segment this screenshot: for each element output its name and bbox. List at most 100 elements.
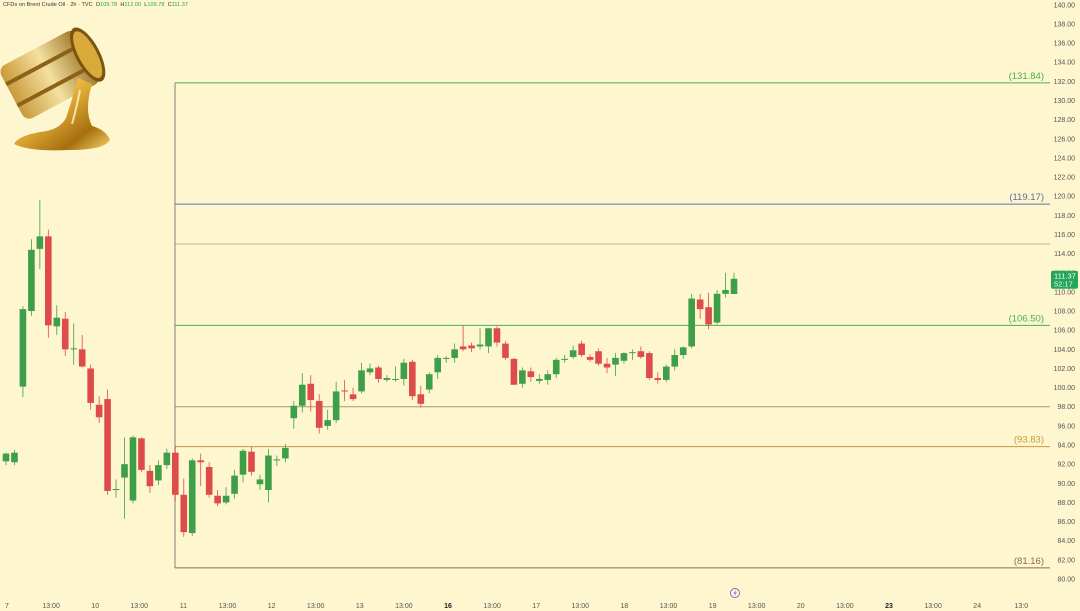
candle-body[interactable] xyxy=(595,351,602,364)
candle-body[interactable] xyxy=(468,345,475,349)
price-tick-label: 114.00 xyxy=(1054,251,1075,258)
candle-body[interactable] xyxy=(214,495,221,504)
candle-body[interactable] xyxy=(620,353,628,361)
candle-body[interactable] xyxy=(722,289,729,294)
candle-body[interactable] xyxy=(163,452,171,466)
candle-body[interactable] xyxy=(290,405,298,419)
candle-body[interactable] xyxy=(561,358,568,360)
candle-body[interactable] xyxy=(19,309,27,387)
price-tick-label: 126.00 xyxy=(1054,136,1076,143)
candle-body[interactable] xyxy=(705,307,712,325)
candle-body[interactable] xyxy=(425,374,433,390)
time-tick-label: 13:00 xyxy=(307,603,325,610)
time-axis[interactable]: 7 13:00 10 13:00 11 13:00 12 13:00 13 13:00 16 13:0… xyxy=(5,603,1028,610)
candle-body[interactable] xyxy=(231,475,238,494)
candle-body[interactable] xyxy=(730,278,738,294)
candle-body[interactable] xyxy=(536,378,543,381)
candle-body[interactable] xyxy=(671,355,679,367)
candle-body[interactable] xyxy=(172,452,179,495)
candle-body[interactable] xyxy=(409,361,416,397)
candle-body[interactable] xyxy=(349,394,357,400)
candle-body[interactable] xyxy=(265,455,272,490)
candle-body[interactable] xyxy=(239,450,247,475)
candle-body[interactable] xyxy=(129,437,137,501)
candle-body[interactable] xyxy=(603,363,611,368)
candle-body[interactable] xyxy=(442,357,450,359)
time-tick-label: 11 xyxy=(180,603,187,610)
candle-body[interactable] xyxy=(341,390,348,392)
candle-body[interactable] xyxy=(434,357,442,373)
candle-body[interactable] xyxy=(324,420,331,426)
candle-body[interactable] xyxy=(696,299,704,310)
candle-body[interactable] xyxy=(188,460,196,534)
candle-body[interactable] xyxy=(586,356,594,360)
candle-body[interactable] xyxy=(273,459,281,461)
candle-body[interactable] xyxy=(366,368,374,373)
candle-body[interactable] xyxy=(552,359,560,375)
candle-body[interactable] xyxy=(70,348,78,350)
candle-body[interactable] xyxy=(180,494,188,533)
candle-body[interactable] xyxy=(315,400,323,428)
candle-body[interactable] xyxy=(502,343,509,358)
candle-body[interactable] xyxy=(646,353,653,379)
time-tick-label: 13 xyxy=(356,603,364,610)
candle-body[interactable] xyxy=(87,368,94,403)
candle-body[interactable] xyxy=(298,384,306,406)
candle-body[interactable] xyxy=(307,383,315,401)
candle-body[interactable] xyxy=(222,495,230,503)
candle-body[interactable] xyxy=(519,370,526,384)
candle-body[interactable] xyxy=(2,453,10,462)
candle-body[interactable] xyxy=(197,460,204,463)
candle-body[interactable] xyxy=(476,344,484,347)
candle-body[interactable] xyxy=(11,452,18,463)
candle-body[interactable] xyxy=(256,479,264,485)
candle-body[interactable] xyxy=(383,378,391,380)
candle-body[interactable] xyxy=(662,366,670,380)
candle-body[interactable] xyxy=(95,404,103,418)
price-tick-label: 124.00 xyxy=(1054,155,1076,162)
open-label: O xyxy=(95,2,101,8)
candle-body[interactable] xyxy=(205,467,213,495)
candle-body[interactable] xyxy=(332,391,340,421)
candle-body[interactable] xyxy=(569,350,577,357)
candle-body[interactable] xyxy=(688,298,695,347)
candle-body[interactable] xyxy=(637,351,645,357)
candle-body[interactable] xyxy=(510,358,518,385)
candle-body[interactable] xyxy=(78,349,86,367)
lightning-icon[interactable] xyxy=(730,588,740,598)
candle-body[interactable] xyxy=(459,346,467,350)
candle-body[interactable] xyxy=(544,374,552,380)
candle-body[interactable] xyxy=(612,357,619,365)
candle-body[interactable] xyxy=(679,347,687,356)
candle-body[interactable] xyxy=(400,362,408,379)
candle-body[interactable] xyxy=(654,378,662,380)
candle-body[interactable] xyxy=(485,328,492,347)
candle-body[interactable] xyxy=(121,464,128,478)
candle-body[interactable] xyxy=(28,249,35,312)
candle-body[interactable] xyxy=(104,399,111,491)
candle-body[interactable] xyxy=(53,317,61,327)
candle-body[interactable] xyxy=(138,438,145,470)
price-axis[interactable]: 80.00 82.00 84.00 86.00 88.00 90.00 92.00 94.00… xyxy=(1054,2,1076,583)
candle-body[interactable] xyxy=(629,352,636,354)
candle-body[interactable] xyxy=(417,394,425,404)
candle-body[interactable] xyxy=(451,349,458,358)
candle-body[interactable] xyxy=(527,371,535,378)
candle-body[interactable] xyxy=(375,367,382,379)
candle-body[interactable] xyxy=(282,447,289,459)
candle-body[interactable] xyxy=(45,236,52,326)
price-tick-label: 90.00 xyxy=(1057,481,1075,488)
symbol-title[interactable]: CFDs on Brent Crude Oil · 2h · TVC xyxy=(3,2,93,8)
candle-body[interactable] xyxy=(146,470,154,487)
candle-body[interactable] xyxy=(493,328,501,343)
candle-body[interactable] xyxy=(392,378,399,380)
candle-body[interactable] xyxy=(36,236,44,249)
candle-body[interactable] xyxy=(578,343,585,356)
candle-body[interactable] xyxy=(112,489,120,491)
candle-body[interactable] xyxy=(713,293,721,323)
candle-body[interactable] xyxy=(155,465,162,481)
candle-body[interactable] xyxy=(248,451,255,472)
candle-body[interactable] xyxy=(358,370,365,392)
candle-body[interactable] xyxy=(61,318,69,350)
